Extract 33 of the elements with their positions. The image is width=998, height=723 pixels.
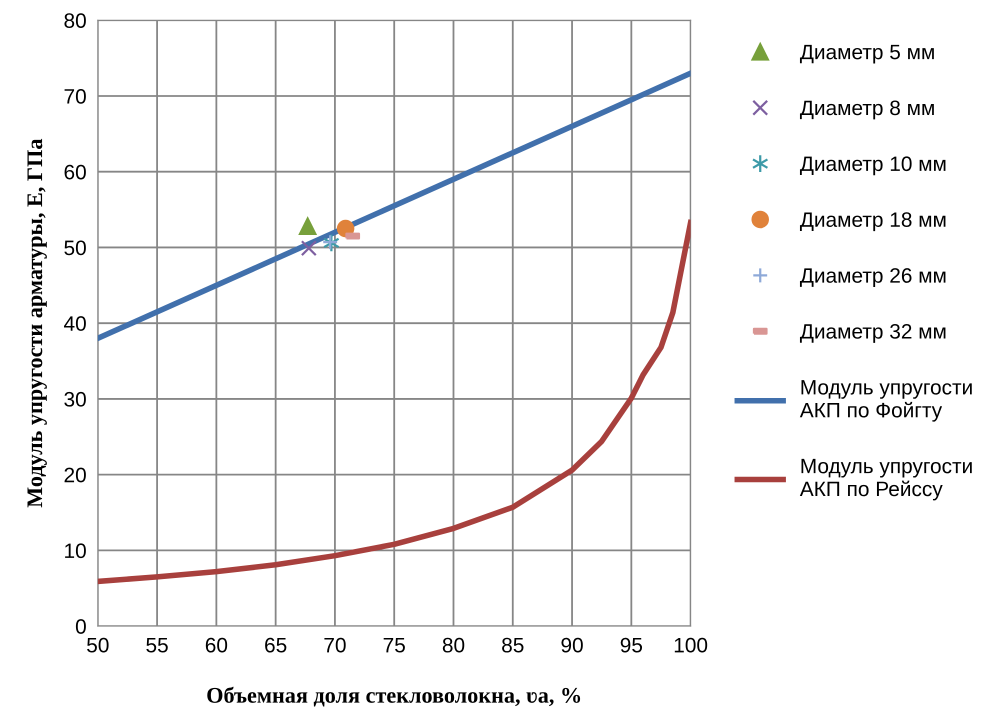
y-axis-title: Модуль упругости арматуры, Е, ГПа	[28, 138, 47, 508]
legend-label: Диаметр 32 мм	[800, 324, 946, 343]
y-tick-label: 60	[64, 164, 86, 180]
x-axis-title: Объемная доля стекловолокна, ʋa, %	[207, 686, 580, 706]
x-tick-label: 100	[674, 638, 708, 653]
y-tick-label: 50	[64, 240, 86, 256]
point	[336, 220, 354, 238]
legend-label: Диаметр 8 мм	[800, 100, 934, 120]
point	[300, 240, 317, 256]
legend-label: Диаметр 10 мм	[800, 156, 946, 176]
x-tick-label: 80	[442, 638, 464, 653]
x-tick-label: 75	[384, 638, 405, 653]
legend-label: Модуль упругости АКП по Рейссу	[800, 458, 972, 500]
x-tick-label: 65	[265, 638, 286, 653]
x-tick-label: 90	[561, 638, 583, 653]
x-tick-label: 50	[87, 638, 109, 653]
y-tick-label: 0	[76, 619, 86, 634]
x-tick-label: 70	[324, 638, 346, 653]
x-tick-label: 85	[502, 638, 524, 653]
x-tick-label: 95	[620, 638, 642, 653]
y-tick-label: 30	[64, 392, 86, 407]
point	[298, 217, 316, 235]
x-tick-label: 60	[206, 638, 228, 653]
legend-label: Диаметр 18 мм	[800, 212, 946, 232]
legend-label: Модуль упругости АКП по Фойгту	[800, 380, 972, 422]
y-tick-label: 70	[64, 88, 86, 104]
legend-label: Диаметр 5 мм	[800, 44, 934, 64]
y-tick-label: 10	[65, 543, 86, 558]
y-tick-label: 80	[64, 13, 86, 28]
y-tick-label: 40	[64, 316, 86, 331]
legend-label: Диаметр 26 мм	[800, 268, 946, 287]
x-tick-label: 55	[146, 638, 168, 653]
y-tick-label: 20	[64, 468, 86, 482]
